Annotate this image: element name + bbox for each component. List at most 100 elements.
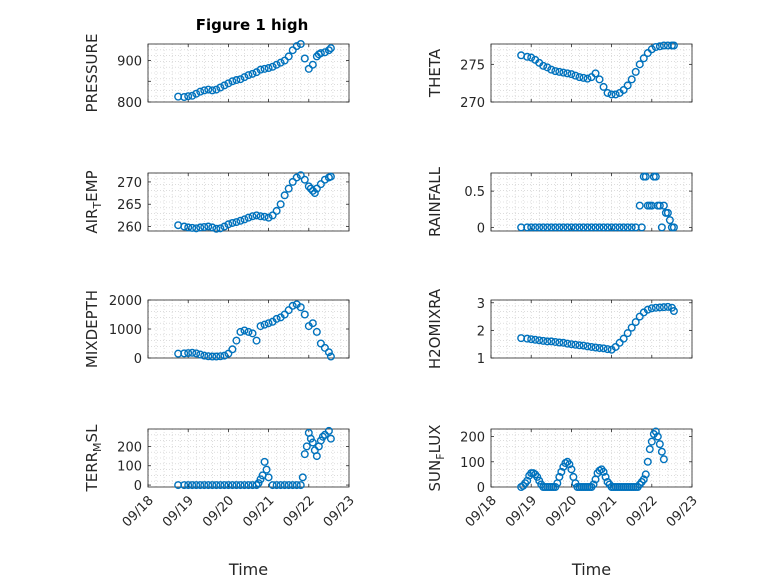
data-point	[248, 69, 257, 78]
data-point	[208, 223, 217, 232]
data-point	[563, 339, 572, 348]
data-point	[655, 440, 664, 449]
data-point	[212, 481, 221, 490]
data-point	[559, 68, 568, 77]
y-tick-label: 270	[117, 176, 142, 191]
data-point	[641, 470, 650, 479]
data-point	[655, 201, 664, 210]
data-point	[188, 481, 197, 490]
data-point	[308, 319, 317, 328]
data-point	[196, 87, 205, 96]
data-point	[280, 56, 289, 65]
data-point	[655, 42, 664, 51]
y-tick-label: 100	[117, 460, 142, 475]
data-point	[240, 73, 249, 82]
data-point	[591, 69, 600, 78]
data-point	[611, 90, 620, 99]
data-point	[579, 73, 588, 82]
data-point	[571, 71, 580, 80]
y-tick-label: 260	[117, 221, 142, 236]
data-point	[599, 344, 608, 353]
data-point	[284, 481, 293, 490]
axes-box	[490, 299, 693, 359]
x-tick-label: 09/20	[543, 493, 580, 530]
y-tick-label: 1	[477, 352, 485, 367]
data-point	[264, 473, 273, 482]
data-point	[320, 343, 329, 352]
data-point	[563, 223, 572, 232]
data-point	[551, 337, 560, 346]
y-tick-label: 0	[134, 352, 142, 367]
data-point	[316, 180, 325, 189]
data-point	[547, 65, 556, 74]
data-point	[212, 224, 221, 233]
data-point	[663, 302, 672, 311]
data-point	[302, 442, 311, 451]
subplot-mixdepth: 0 1000 2000 MIXDEPTH	[83, 290, 350, 368]
data-point	[579, 223, 588, 232]
data-point	[284, 52, 293, 61]
data-point	[567, 340, 576, 349]
y-axis-label: THETA	[426, 48, 444, 98]
data-point	[607, 90, 616, 99]
data-point	[312, 184, 321, 193]
data-point	[192, 481, 201, 490]
data-point	[324, 348, 333, 357]
data-point	[260, 212, 269, 221]
data-point	[184, 349, 193, 358]
x-tick-label: 09/21	[240, 493, 277, 530]
y-tick-label: 200	[460, 431, 485, 446]
data-point	[216, 224, 225, 233]
data-point	[288, 46, 297, 55]
data-point	[543, 223, 552, 232]
data-point	[276, 200, 285, 209]
data-point	[216, 481, 225, 490]
data-point	[601, 472, 610, 481]
data-point	[236, 216, 245, 225]
data-point	[308, 60, 317, 69]
y-tick-label: 275	[460, 58, 485, 73]
data-point	[254, 479, 263, 488]
y-tick-label: 270	[460, 96, 485, 111]
data-point	[296, 171, 305, 180]
data-point	[284, 184, 293, 193]
data-point	[543, 337, 552, 346]
data-point	[639, 54, 648, 63]
data-point	[571, 223, 580, 232]
data-point	[595, 223, 604, 232]
data-point	[527, 53, 536, 62]
series-markers	[174, 426, 335, 490]
data-point	[599, 223, 608, 232]
data-point	[523, 52, 532, 61]
data-point	[180, 222, 189, 231]
data-point	[280, 310, 289, 319]
data-point	[236, 75, 245, 84]
data-point	[252, 211, 261, 220]
data-point	[645, 445, 654, 454]
data-point	[591, 343, 600, 352]
data-point	[603, 223, 612, 232]
data-point	[651, 43, 660, 52]
data-point	[623, 223, 632, 232]
data-point	[232, 336, 241, 345]
data-point	[240, 481, 249, 490]
data-point	[326, 44, 335, 53]
y-tick-label: 0	[134, 479, 142, 494]
data-point	[635, 312, 644, 321]
data-point	[599, 467, 608, 476]
data-point	[535, 336, 544, 345]
subplot-h2omixra: 1 2 3 H2OMIXRA	[426, 288, 693, 369]
data-point	[244, 213, 253, 222]
data-point	[567, 465, 576, 474]
data-point	[184, 223, 193, 232]
data-point	[559, 223, 568, 232]
data-point	[659, 303, 668, 312]
data-point	[200, 351, 209, 360]
data-point	[192, 349, 201, 358]
data-point	[619, 85, 628, 94]
data-point	[260, 457, 269, 466]
data-point	[551, 67, 560, 76]
data-point	[611, 342, 620, 351]
data-point	[567, 70, 576, 79]
